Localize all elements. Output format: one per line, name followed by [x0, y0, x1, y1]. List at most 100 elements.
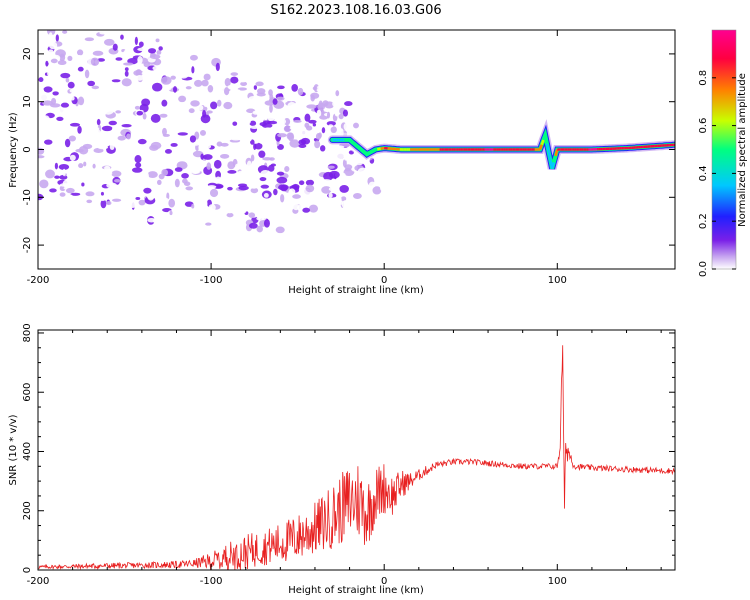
spectrogram-blob — [93, 147, 104, 154]
spectrogram-blob — [194, 59, 203, 66]
spectrogram-blob — [208, 178, 217, 184]
spectrogram-blob — [203, 102, 211, 108]
y-tick-label: -20 — [22, 237, 33, 253]
x-tick-label: -200 — [27, 275, 50, 286]
spectrogram-blob — [187, 210, 196, 220]
spectrogram-blob — [90, 9, 94, 18]
spectrogram-blob — [227, 161, 236, 170]
snr-series-line — [38, 345, 675, 570]
spectrogram-blob — [136, 110, 144, 116]
spectrogram-blob — [162, 127, 167, 136]
spectrogram-blob — [38, 105, 45, 109]
spectrogram-blob — [44, 12, 49, 16]
spectrogram-blob — [305, 184, 315, 193]
spectrogram-blob — [169, 54, 180, 62]
spectrogram-blob — [37, 0, 42, 4]
spectrogram-blob — [62, 30, 68, 34]
spectrogram-blob — [356, 109, 366, 114]
spectrogram-blob — [59, 15, 69, 23]
spectrogram-blob — [113, 178, 121, 183]
spectrogram-blob — [96, 118, 101, 126]
spectrogram-blob — [310, 92, 320, 99]
spectrogram-blob — [129, 21, 133, 27]
spectrogram-marks — [37, 0, 675, 234]
spectrogram-blob — [99, 78, 107, 86]
spectrogram-blob — [206, 162, 212, 170]
spectrogram-blob — [67, 81, 75, 89]
spectrogram-blob — [68, 135, 77, 142]
spectrogram-blob — [297, 87, 304, 96]
spectrogram-blob — [147, 192, 155, 201]
spectrogram-blob — [222, 139, 228, 144]
spectrogram-blob — [126, 133, 131, 140]
spectrogram-blob — [121, 39, 130, 45]
spectrogram-blob — [160, 217, 170, 224]
spectrogram-blob — [59, 192, 66, 197]
spectrogram-blob — [62, 179, 73, 189]
spectrogram-blob — [223, 65, 229, 74]
y-tick-label: 600 — [22, 383, 33, 402]
spectrogram-blob — [92, 129, 102, 138]
spectrogram-blob — [65, 187, 75, 194]
spectrogram-ridge-core — [547, 151, 552, 161]
spectrogram-blob — [166, 192, 170, 200]
spectrogram-ridge-core — [364, 151, 368, 156]
spectrogram-blob — [158, 173, 165, 180]
spectrogram-blob — [168, 198, 176, 208]
spectrogram-blob — [161, 197, 169, 203]
spectrogram-blob — [107, 83, 112, 93]
spectrogram-blob — [292, 194, 301, 199]
spectrogram-blob — [257, 88, 266, 95]
spectrogram-blob — [85, 191, 95, 197]
spectrogram-blob — [70, 96, 75, 101]
spectrogram-blob — [242, 115, 247, 124]
spectrogram-blob — [138, 84, 146, 88]
spectrogram-blob — [267, 132, 274, 139]
spectrogram-blob — [253, 85, 258, 90]
spectrogram-blob — [88, 9, 97, 18]
spectrogram-blob — [321, 186, 332, 194]
spectrogram-blob — [103, 38, 115, 46]
spectrogram-blob — [49, 130, 57, 136]
spectrogram-blob — [283, 125, 292, 133]
spectrogram-blob — [89, 17, 94, 26]
spectrogram-blob — [226, 212, 234, 218]
spectrogram-blob — [309, 153, 316, 162]
snr-plot-area — [38, 330, 675, 570]
spectrogram-blob — [58, 4, 61, 7]
spectrogram-blob — [201, 143, 212, 150]
spectrogram-blob — [94, 178, 102, 188]
spectrogram-blob — [306, 131, 315, 141]
spectrogram-blob — [170, 193, 179, 198]
spectrogram-blob — [342, 109, 348, 117]
spectrogram-blob — [96, 40, 101, 49]
spectrogram-blob — [111, 198, 122, 202]
spectrogram-blob — [104, 165, 111, 171]
spectrogram-blob — [134, 36, 138, 46]
spectrogram-blob — [55, 107, 66, 113]
spectrogram-blob — [120, 34, 124, 40]
spectrogram-blob — [293, 103, 298, 111]
spectrogram-blob — [205, 128, 212, 138]
spectrogram-blob — [122, 143, 128, 147]
spectrogram-ridge-core — [348, 138, 353, 143]
spectrogram-blob — [84, 37, 95, 42]
spectrogram-blob — [194, 91, 205, 100]
spectrogram-blob — [151, 75, 162, 79]
spectrogram-blob — [97, 145, 109, 150]
spectrogram-blob — [42, 115, 50, 124]
spectrogram-ridge-core — [543, 134, 549, 144]
spectrogram-blob — [127, 215, 136, 222]
spectrogram-blob — [306, 104, 317, 109]
spectrogram-blob — [66, 198, 71, 205]
spectrogram-blob — [264, 142, 270, 149]
spectrogram-blob — [230, 135, 242, 141]
spectrogram-blob — [128, 155, 135, 159]
spectrogram-blob — [155, 38, 160, 43]
spectrogram-blob — [92, 16, 100, 20]
spectrogram-ridge-core — [554, 149, 559, 157]
spectrogram-blob — [90, 57, 100, 66]
spectrogram-blob — [169, 218, 180, 225]
spectrogram-blob — [99, 197, 106, 202]
